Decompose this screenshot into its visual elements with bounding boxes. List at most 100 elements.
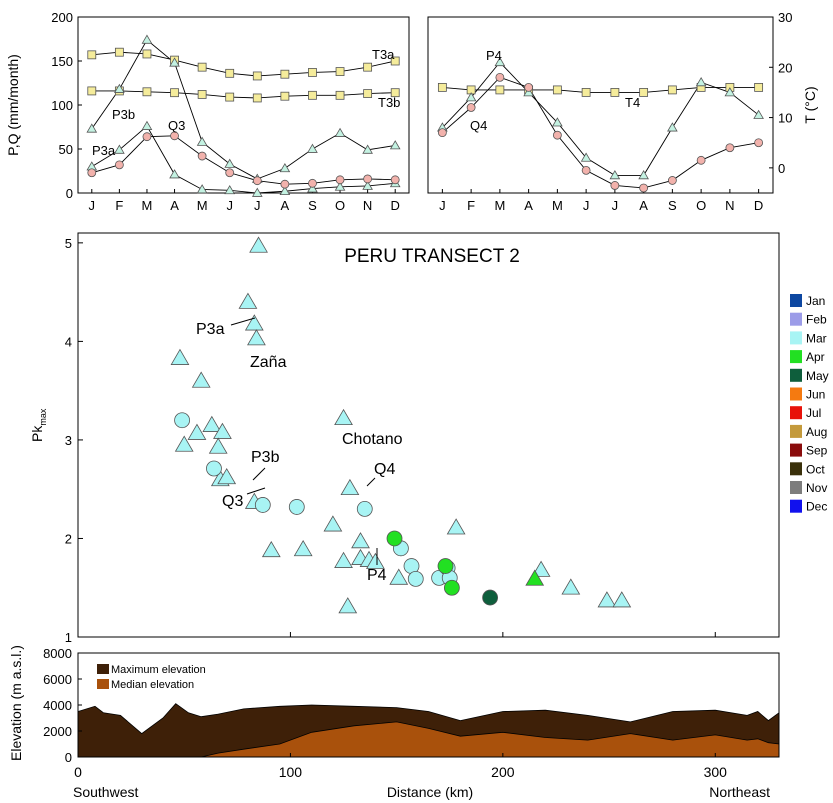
point-p4 — [523, 87, 534, 97]
y-axis-label: Elevation (m a.s.l.) — [8, 645, 24, 761]
data-point-circle — [443, 579, 460, 596]
elevation-panel: 0 2000 4000 6000 8000 0 100 200 300 Elevation (m… — [8, 645, 780, 780]
point-t3b — [197, 90, 207, 99]
legend-label-mar: Mar — [806, 331, 827, 345]
y-tick-label: 3 — [65, 433, 72, 448]
point-p3a — [279, 185, 291, 196]
point-q4 — [754, 138, 764, 148]
point-t3a — [142, 49, 152, 59]
legend-label-aug: Aug — [806, 425, 827, 439]
x-tick-label: M — [197, 198, 208, 213]
y-tick-label: 0 — [65, 750, 72, 765]
point-t3a — [252, 71, 262, 81]
x-tick-label: S — [308, 198, 317, 213]
point-q3 — [335, 175, 345, 185]
legend-label-oct: Oct — [806, 462, 825, 476]
label-p4: P4 — [486, 48, 502, 63]
annotation-chotano: Chotano — [342, 431, 403, 448]
x-axis-left-label: Southwest — [73, 784, 138, 800]
point-p3b — [362, 144, 373, 154]
label-t3b: T3b — [378, 95, 400, 110]
x-tick-label: A — [524, 198, 533, 213]
y-tick-label: 2000 — [43, 724, 72, 739]
x-tick-label: M — [552, 198, 563, 213]
legend-label-jan: Jan — [806, 294, 825, 308]
x-tick-label: 100 — [279, 764, 303, 780]
point-p3b — [224, 158, 236, 168]
series-line-t4 — [442, 86, 759, 93]
data-point-triangle — [202, 415, 222, 432]
point-t4 — [639, 88, 649, 97]
axes: J F M A M J J A S O N D 0 50 100 150 200 — [51, 10, 400, 213]
series-line-q4 — [442, 76, 759, 189]
x-tick-label: N — [725, 198, 734, 213]
point-t3a — [280, 69, 290, 79]
point-p3a — [114, 144, 125, 154]
point-t4 — [495, 85, 505, 95]
data-point-triangle — [261, 540, 281, 558]
point-t4 — [437, 83, 447, 92]
axes: 1 2 3 4 5 — [65, 236, 716, 645]
x-tick-label: J — [254, 198, 261, 213]
point-p4 — [580, 152, 592, 162]
y-tick-label: 150 — [51, 54, 73, 69]
point-q4 — [524, 83, 534, 92]
point-q4 — [437, 128, 447, 138]
point-p3b — [86, 123, 98, 133]
point-t3a — [335, 67, 345, 76]
y-label-sub: max — [38, 408, 48, 426]
series-line-q3 — [91, 135, 396, 185]
annotation-q4: Q4 — [374, 461, 395, 478]
x-tick-label: A — [281, 198, 290, 213]
y-tick-label: 0 — [66, 186, 73, 201]
legend-swatch-nov — [790, 481, 802, 494]
y-tick-label: 5 — [65, 236, 72, 251]
x-tick-label: S — [668, 198, 677, 213]
legend-label-nov: Nov — [806, 481, 827, 495]
axes: J F M A M J J A S O N D 0 10 20 30 — [439, 10, 792, 213]
y-tick-label: 100 — [51, 98, 73, 113]
point-t3a — [390, 56, 400, 66]
y-axis-label: T (°C) — [802, 86, 818, 123]
data-point-triangle — [174, 435, 194, 452]
x-tick-label: O — [696, 198, 706, 213]
x-tick-label: 0 — [74, 764, 82, 780]
point-p3a — [251, 187, 263, 197]
y-tick-label: 0 — [778, 161, 785, 176]
x-tick-label: J — [226, 198, 233, 213]
point-q3 — [225, 168, 235, 178]
series-line-p3a — [91, 125, 396, 194]
annotation-q3: Q3 — [222, 493, 243, 510]
y-axis-label: Pkmax — [29, 408, 48, 442]
point-p3a — [307, 183, 318, 193]
legend-swatch-jul — [790, 406, 802, 420]
data-point-triangle — [249, 236, 268, 253]
y-tick-label: 10 — [778, 111, 792, 126]
point-q4 — [667, 176, 677, 185]
series-line-t3a — [91, 51, 396, 77]
data-point-triangle — [389, 568, 409, 585]
legend-swatch-jan — [790, 294, 802, 307]
y-tick-label: 8000 — [43, 646, 72, 661]
y-tick-label: 30 — [778, 10, 792, 25]
axes: 0 2000 4000 6000 8000 0 100 200 300 — [43, 646, 727, 780]
label-p3a: P3a — [92, 143, 116, 158]
data-point-triangle — [213, 422, 232, 439]
point-t3b — [280, 91, 290, 101]
point-q3 — [390, 175, 400, 185]
legend-swatch-aug — [790, 424, 802, 438]
data-point-triangle — [597, 591, 617, 608]
point-t3a — [308, 68, 317, 77]
point-q3 — [363, 174, 373, 184]
data-point-circle — [174, 412, 190, 429]
x-tick-label: A — [639, 198, 648, 213]
point-p3a — [334, 181, 346, 191]
point-p3a — [196, 184, 208, 194]
x-axis-right-label: Northeast — [709, 784, 770, 800]
legend-swatch-max — [97, 664, 109, 674]
point-t3a — [87, 50, 97, 60]
x-tick-label: N — [363, 198, 372, 213]
point-p4 — [494, 56, 506, 67]
